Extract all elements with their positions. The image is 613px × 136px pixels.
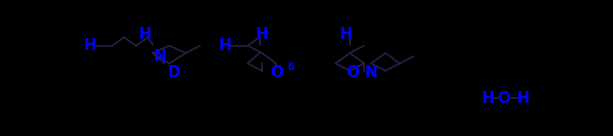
- Text: O: O: [346, 65, 360, 80]
- Text: N: N: [153, 49, 166, 64]
- Text: H: H: [256, 27, 268, 42]
- Text: δ: δ: [288, 62, 295, 72]
- Text: O: O: [270, 65, 284, 80]
- Text: H: H: [340, 27, 352, 42]
- Text: H: H: [517, 90, 530, 106]
- Text: H: H: [138, 27, 151, 42]
- Text: H: H: [83, 38, 96, 53]
- Text: N: N: [365, 65, 378, 80]
- Text: D: D: [168, 65, 180, 80]
- Text: O: O: [498, 90, 511, 106]
- Text: H: H: [218, 38, 231, 53]
- Text: H: H: [481, 90, 494, 106]
